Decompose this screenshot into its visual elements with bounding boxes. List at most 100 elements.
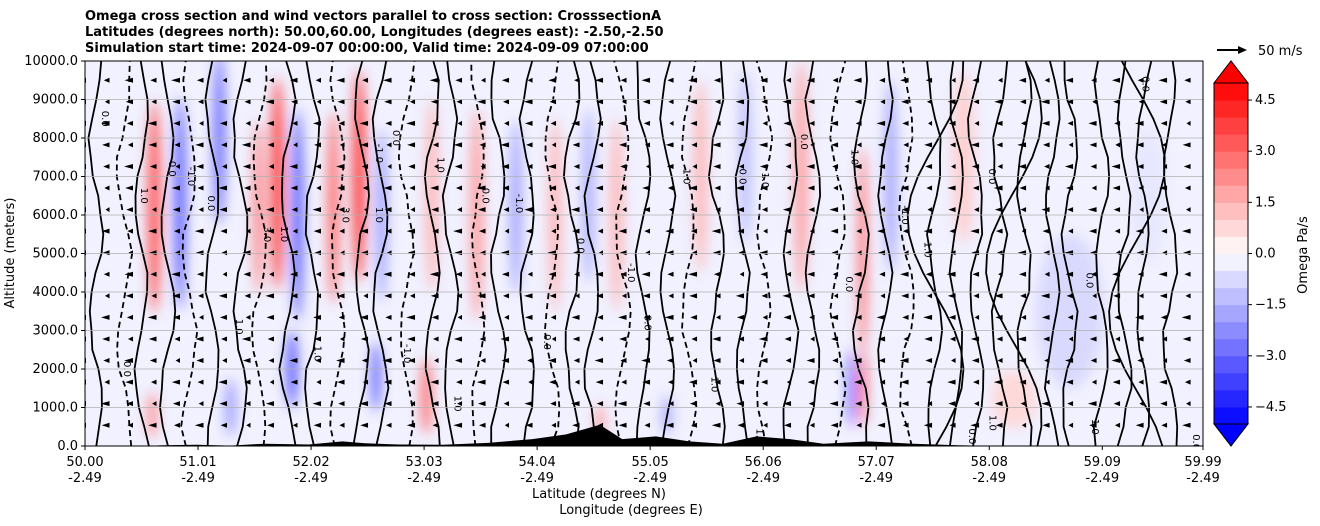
wind-vector: [292, 314, 298, 320]
wind-vector: [643, 401, 651, 407]
wind-vector: [925, 358, 933, 364]
wind-vector: [947, 379, 956, 385]
wind-vector: [715, 401, 721, 407]
contour-label: -1.0: [513, 194, 524, 214]
wind-vector: [218, 99, 228, 105]
wind-vector: [903, 336, 909, 342]
x-axis-label-longitude: Longitude (degrees E): [559, 503, 703, 518]
wind-vector: [667, 77, 674, 83]
wind-vector: [855, 120, 862, 126]
wind-vector: [127, 228, 134, 234]
wind-vector: [972, 185, 980, 191]
wind-vector: [1091, 379, 1097, 385]
wind-vector: [339, 422, 345, 428]
wind-vector: [993, 185, 1003, 191]
wind-vector: [735, 185, 745, 191]
wind-vector: [197, 185, 204, 191]
wind-vector: [1112, 379, 1121, 385]
wind-vector: [995, 314, 1003, 320]
wind-vector: [692, 358, 698, 364]
wind-vector: [222, 163, 228, 169]
wind-vector: [970, 142, 980, 148]
wind-vector: [406, 422, 416, 428]
wind-vector: [432, 142, 439, 148]
wind-vector: [288, 250, 298, 256]
wind-vector: [551, 142, 557, 148]
wind-vector: [575, 293, 580, 299]
wind-vector: [1091, 77, 1097, 83]
wind-vector: [714, 99, 721, 105]
wind-vector: [949, 142, 956, 148]
wind-vector: [1161, 142, 1168, 148]
wind-vector: [150, 271, 157, 277]
wind-vector: [855, 314, 862, 320]
wind-vector: [758, 142, 768, 148]
wind-vector: [594, 77, 604, 83]
wind-vector: [267, 142, 275, 148]
wind-vector: [879, 77, 886, 83]
wind-vector: [219, 401, 228, 407]
wind-vector: [689, 293, 698, 299]
wind-vector: [950, 250, 956, 256]
wind-vector: [362, 271, 369, 277]
wind-vector: [128, 250, 134, 256]
wind-vector: [104, 293, 110, 299]
wind-vector: [1064, 250, 1074, 256]
wind-vector: [715, 207, 721, 213]
wind-vector: [126, 401, 134, 407]
wind-vector: [738, 250, 745, 256]
wind-vector: [242, 250, 251, 256]
wind-vector: [290, 185, 298, 191]
wind-vector: [523, 99, 533, 105]
colorbar-segment: [1214, 117, 1248, 135]
wind-vector: [430, 185, 439, 191]
wind-vector: [831, 142, 839, 148]
wind-vector: [1020, 293, 1027, 299]
wind-vector: [928, 120, 933, 126]
wind-vector: [1042, 422, 1050, 428]
wind-vector: [477, 207, 486, 213]
wind-vector: [246, 422, 251, 428]
wind-vector: [997, 163, 1003, 169]
wind-vector: [222, 271, 228, 277]
wind-vector: [620, 163, 627, 169]
x-tick-label-lat: 56.06: [745, 455, 782, 470]
wind-vector: [527, 358, 533, 364]
contour-label: 1.0: [278, 226, 289, 242]
wind-vector: [197, 99, 204, 105]
wind-vector: [806, 77, 815, 83]
wind-vector: [995, 228, 1003, 234]
wind-vector: [946, 271, 956, 277]
wind-vector: [877, 228, 886, 234]
wind-vector: [574, 271, 580, 277]
wind-vector: [434, 163, 439, 169]
x-tick-label-lon: -2.49: [68, 471, 102, 486]
wind-vector: [547, 163, 557, 169]
wind-vector: [595, 185, 604, 191]
wind-vector: [973, 99, 980, 105]
wind-vector: [594, 358, 604, 364]
colorbar-segment: [1214, 253, 1248, 272]
wind-vector: [947, 99, 956, 105]
wind-vector: [1042, 228, 1050, 234]
wind-vector: [431, 207, 439, 213]
wind-vector: [619, 250, 627, 256]
wind-vector: [1159, 99, 1168, 105]
wind-vector: [171, 185, 181, 191]
contour-line: [755, 61, 774, 446]
wind-vector: [503, 293, 510, 299]
wind-vector: [434, 358, 439, 364]
wind-vector: [786, 379, 792, 385]
wind-vector: [645, 250, 651, 256]
wind-vector: [408, 271, 416, 277]
wind-vector: [1044, 163, 1050, 169]
wind-vector: [456, 379, 463, 385]
x-axis-label-latitude: Latitude (degrees N): [532, 487, 666, 502]
omega-cell: [371, 342, 381, 412]
wind-vector: [621, 99, 627, 105]
x-tick-label-lon: -2.49: [181, 471, 215, 486]
wind-vector: [716, 120, 721, 126]
wind-vector: [241, 336, 251, 342]
wind-vector: [266, 314, 275, 320]
wind-vector: [596, 401, 604, 407]
